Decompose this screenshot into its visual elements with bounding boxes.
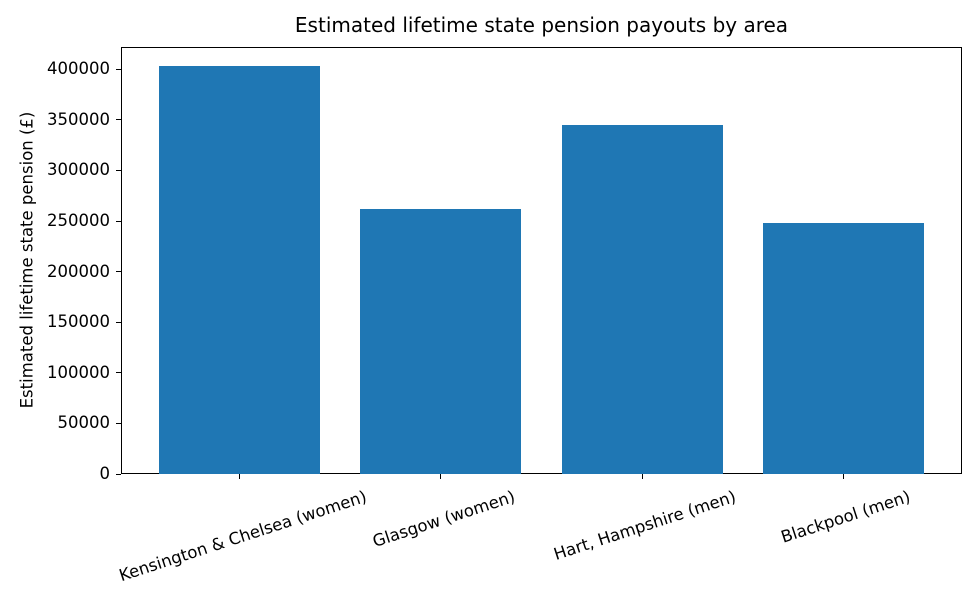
x-tick-mark — [641, 474, 643, 479]
y-tick-mark — [116, 422, 121, 424]
y-tick-mark — [116, 271, 121, 273]
y-tick-mark — [116, 169, 121, 171]
y-tick-label: 300000 — [47, 160, 110, 180]
bar-1 — [159, 66, 321, 474]
x-tick-label-2: Glasgow (women) — [370, 487, 518, 551]
x-tick-label-1: Kensington & Chelsea (women) — [116, 487, 369, 586]
y-tick-mark — [116, 473, 121, 475]
x-tick-mark — [239, 474, 241, 479]
y-tick-label: 150000 — [47, 312, 110, 332]
y-tick-mark — [116, 68, 121, 70]
y-tick-label: 250000 — [47, 211, 110, 231]
x-tick-label-4: Blackpool (men) — [779, 487, 914, 547]
y-tick-mark — [116, 119, 121, 121]
x-tick-label-3: Hart, Hampshire (men) — [551, 487, 739, 564]
y-tick-label: 200000 — [47, 261, 110, 281]
y-tick-mark — [116, 372, 121, 374]
y-tick-label: 350000 — [47, 109, 110, 129]
y-tick-mark — [116, 220, 121, 222]
y-tick-label: 400000 — [47, 59, 110, 79]
chart-title: Estimated lifetime state pension payouts… — [294, 13, 789, 37]
x-tick-mark — [842, 474, 844, 479]
bar-2 — [360, 208, 522, 474]
bar-3 — [561, 124, 723, 474]
y-tick-label: 50000 — [57, 413, 111, 433]
bar-4 — [762, 223, 924, 474]
y-tick-mark — [116, 321, 121, 323]
y-tick-label: 100000 — [47, 362, 110, 382]
x-tick-mark — [440, 474, 442, 479]
y-tick-label: 0 — [99, 464, 111, 483]
